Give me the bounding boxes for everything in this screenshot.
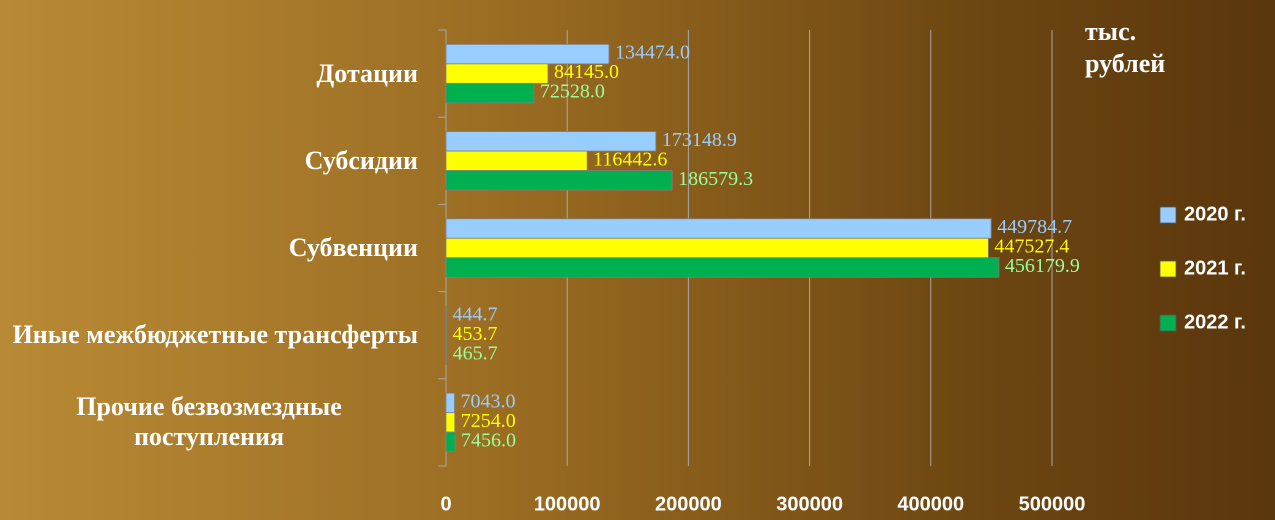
value-label: 465.7 [453, 342, 498, 364]
value-label: 7254.0 [461, 410, 516, 432]
category-label: Иные межбюджетные трансферты [13, 320, 418, 350]
bar [445, 305, 447, 326]
value-label: 72528.0 [540, 81, 605, 103]
value-label: 7043.0 [461, 390, 516, 412]
x-tick-label: 200000 [655, 493, 722, 515]
unit-annotation: тыс. рублей [1085, 17, 1166, 78]
x-tick-label: 100000 [534, 493, 601, 515]
category-text: Субсидии [304, 145, 418, 175]
x-tick-label: 400000 [897, 493, 964, 515]
legend-label: 2022 г. [1184, 311, 1246, 333]
category-label: Дотации [316, 59, 418, 89]
legend-label: 2021 г. [1184, 257, 1246, 279]
category-text: Иные межбюджетные трансферты [12, 320, 418, 350]
value-label: 7456.0 [461, 429, 516, 451]
value-label: 449784.7 [997, 216, 1072, 238]
category-text: Дотации [316, 58, 418, 88]
value-label: 116442.6 [593, 148, 667, 170]
value-label: 444.7 [453, 303, 498, 325]
bar [445, 412, 456, 433]
bar [445, 63, 549, 84]
legend-swatch [1159, 260, 1177, 278]
bar [445, 257, 1000, 278]
category-label: Субсидии [305, 146, 418, 176]
value-label: 453.7 [453, 323, 498, 345]
value-label: 173148.9 [662, 129, 737, 151]
legend-swatch [1159, 206, 1177, 224]
category-text: Прочие безвозмездные поступления [76, 392, 342, 452]
x-tick-label: 500000 [1019, 493, 1086, 515]
bar [445, 82, 535, 104]
value-label: 186579.3 [678, 168, 753, 190]
bar [445, 218, 992, 239]
value-label: 134474.0 [615, 42, 690, 64]
category-text: Субвенции [288, 233, 418, 262]
value-label: 84145.0 [554, 61, 619, 83]
bar [445, 392, 455, 414]
value-label: 456179.9 [1005, 255, 1080, 277]
bar [445, 170, 673, 191]
bar [445, 150, 588, 171]
value-label: 447527.4 [994, 236, 1069, 258]
bar [445, 237, 989, 259]
legend-label: 2020 г. [1184, 203, 1246, 225]
bar [445, 344, 447, 365]
x-tick-label: 300000 [776, 493, 843, 515]
bar [445, 431, 456, 453]
legend-swatch [1159, 314, 1177, 332]
bar [445, 325, 447, 346]
category-label: Субвенции [289, 233, 418, 263]
x-tick-label: 0 [440, 493, 451, 515]
category-label: Прочие безвозмездные поступления [0, 392, 418, 452]
